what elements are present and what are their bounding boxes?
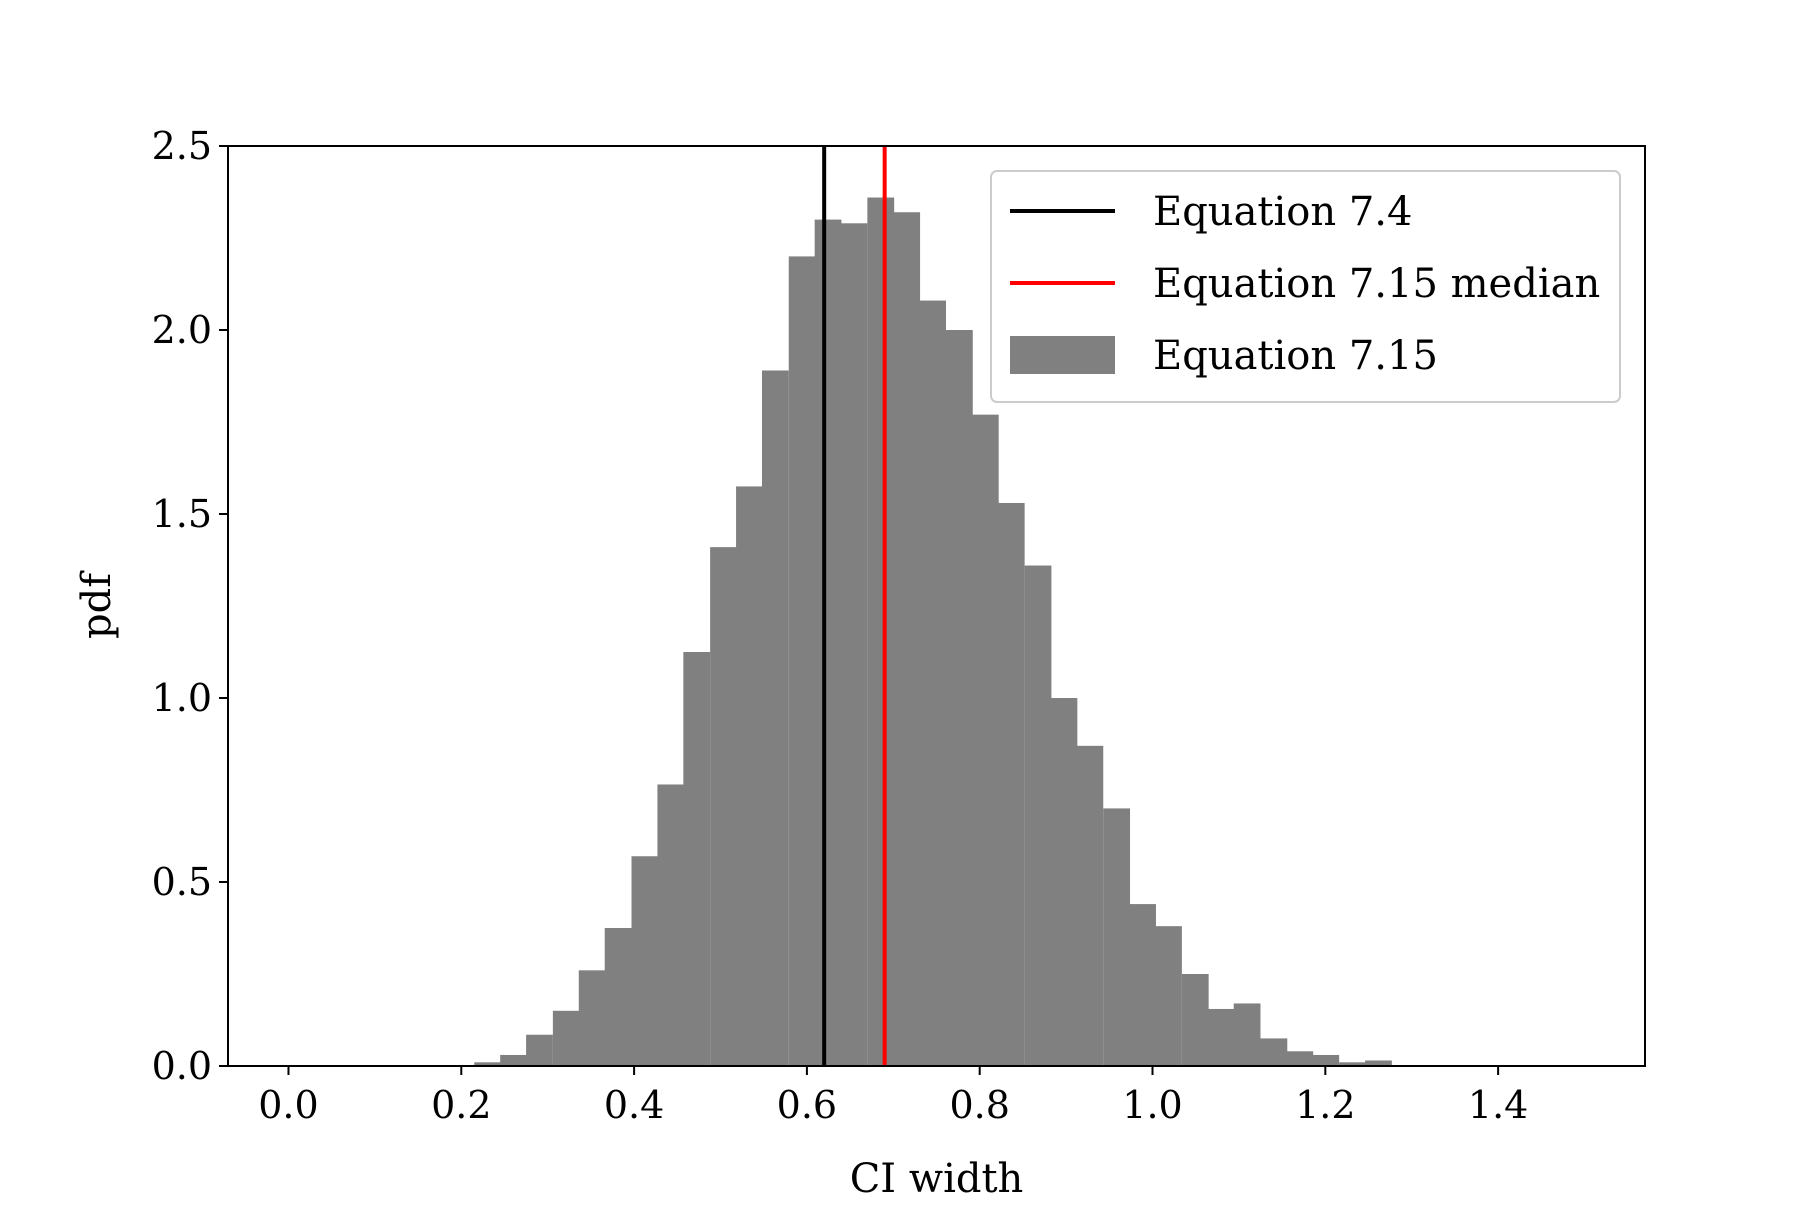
y-axis-ticks: 0.0 0.5 1.0 1.5 2.0 2.5 bbox=[152, 124, 228, 1088]
histogram-bar bbox=[1155, 926, 1182, 1066]
histogram-bar bbox=[1233, 1003, 1261, 1066]
histogram-bar bbox=[997, 502, 1025, 1067]
histogram-bar bbox=[1339, 1062, 1366, 1066]
legend: Equation 7.4 Equation 7.15 median Equati… bbox=[990, 170, 1621, 403]
y-tick-label: 2.0 bbox=[152, 308, 212, 352]
legend-box bbox=[990, 170, 1621, 403]
legend-label-equation-7-15: Equation 7.15 bbox=[1153, 333, 1438, 379]
x-tick-label: 1.4 bbox=[1468, 1083, 1528, 1127]
y-tick-label: 1.0 bbox=[152, 676, 212, 720]
histogram-bar bbox=[840, 223, 868, 1066]
histogram-bar bbox=[1312, 1054, 1340, 1066]
histogram-bar bbox=[474, 1062, 502, 1066]
histogram-bar bbox=[1181, 974, 1209, 1066]
histogram-bar bbox=[1024, 565, 1052, 1066]
histogram-bar bbox=[788, 256, 816, 1066]
y-tick-label: 0.5 bbox=[152, 860, 212, 904]
histogram-bar bbox=[814, 219, 842, 1067]
legend-label-equation-7-15-median: Equation 7.15 median bbox=[1153, 261, 1600, 307]
plot-frame bbox=[227, 145, 1646, 1067]
x-tick-label: 1.2 bbox=[1295, 1083, 1355, 1127]
histogram-bar bbox=[893, 212, 921, 1067]
y-tick-label: 0.0 bbox=[152, 1044, 212, 1088]
x-tick-label: 1.0 bbox=[1122, 1083, 1182, 1127]
vertical-reference-lines bbox=[822, 146, 887, 1066]
y-axis-label: pdf bbox=[74, 570, 120, 639]
histogram-bar bbox=[552, 1010, 580, 1066]
x-axis-label: CI width bbox=[850, 1156, 1024, 1200]
histogram-bar bbox=[683, 652, 711, 1066]
histogram-bar bbox=[500, 1054, 527, 1066]
x-tick-label: 0.2 bbox=[431, 1083, 491, 1127]
histogram-bar bbox=[1103, 808, 1131, 1066]
y-tick-label: 2.5 bbox=[152, 124, 212, 168]
histogram-bar bbox=[1286, 1051, 1314, 1066]
histogram-bar bbox=[761, 370, 789, 1067]
histogram-bar bbox=[919, 300, 946, 1066]
x-tick-label: 0.6 bbox=[777, 1083, 837, 1127]
x-tick-label: 0.8 bbox=[949, 1083, 1009, 1127]
histogram-bar bbox=[1365, 1060, 1392, 1066]
legend-patch-equation-7-15 bbox=[1010, 336, 1115, 374]
histogram-bar bbox=[1076, 745, 1104, 1066]
histogram-bar bbox=[1129, 904, 1156, 1066]
legend-label-equation-7-4: Equation 7.4 bbox=[1153, 189, 1412, 235]
x-tick-label: 0.0 bbox=[258, 1083, 318, 1127]
histogram-bar bbox=[971, 414, 999, 1066]
histogram-bar bbox=[604, 928, 632, 1066]
histogram-bar bbox=[631, 856, 659, 1066]
histogram-bars bbox=[474, 197, 1392, 1067]
histogram-bar bbox=[1260, 1038, 1288, 1066]
histogram-bar bbox=[710, 547, 737, 1066]
histogram-bar bbox=[578, 970, 606, 1066]
histogram-bar bbox=[1207, 1008, 1235, 1066]
histogram-bar bbox=[946, 330, 973, 1066]
histogram-bar bbox=[736, 486, 763, 1066]
histogram-bar bbox=[867, 197, 895, 1066]
histogram-bar bbox=[526, 1034, 553, 1066]
x-axis-ticks: 0.0 0.2 0.4 0.6 0.8 1.0 1.2 1.4 bbox=[258, 1066, 1528, 1127]
histogram-bar bbox=[1050, 698, 1078, 1066]
y-tick-label: 1.5 bbox=[152, 492, 212, 536]
x-tick-label: 0.4 bbox=[604, 1083, 664, 1127]
histogram-bar bbox=[657, 784, 685, 1066]
